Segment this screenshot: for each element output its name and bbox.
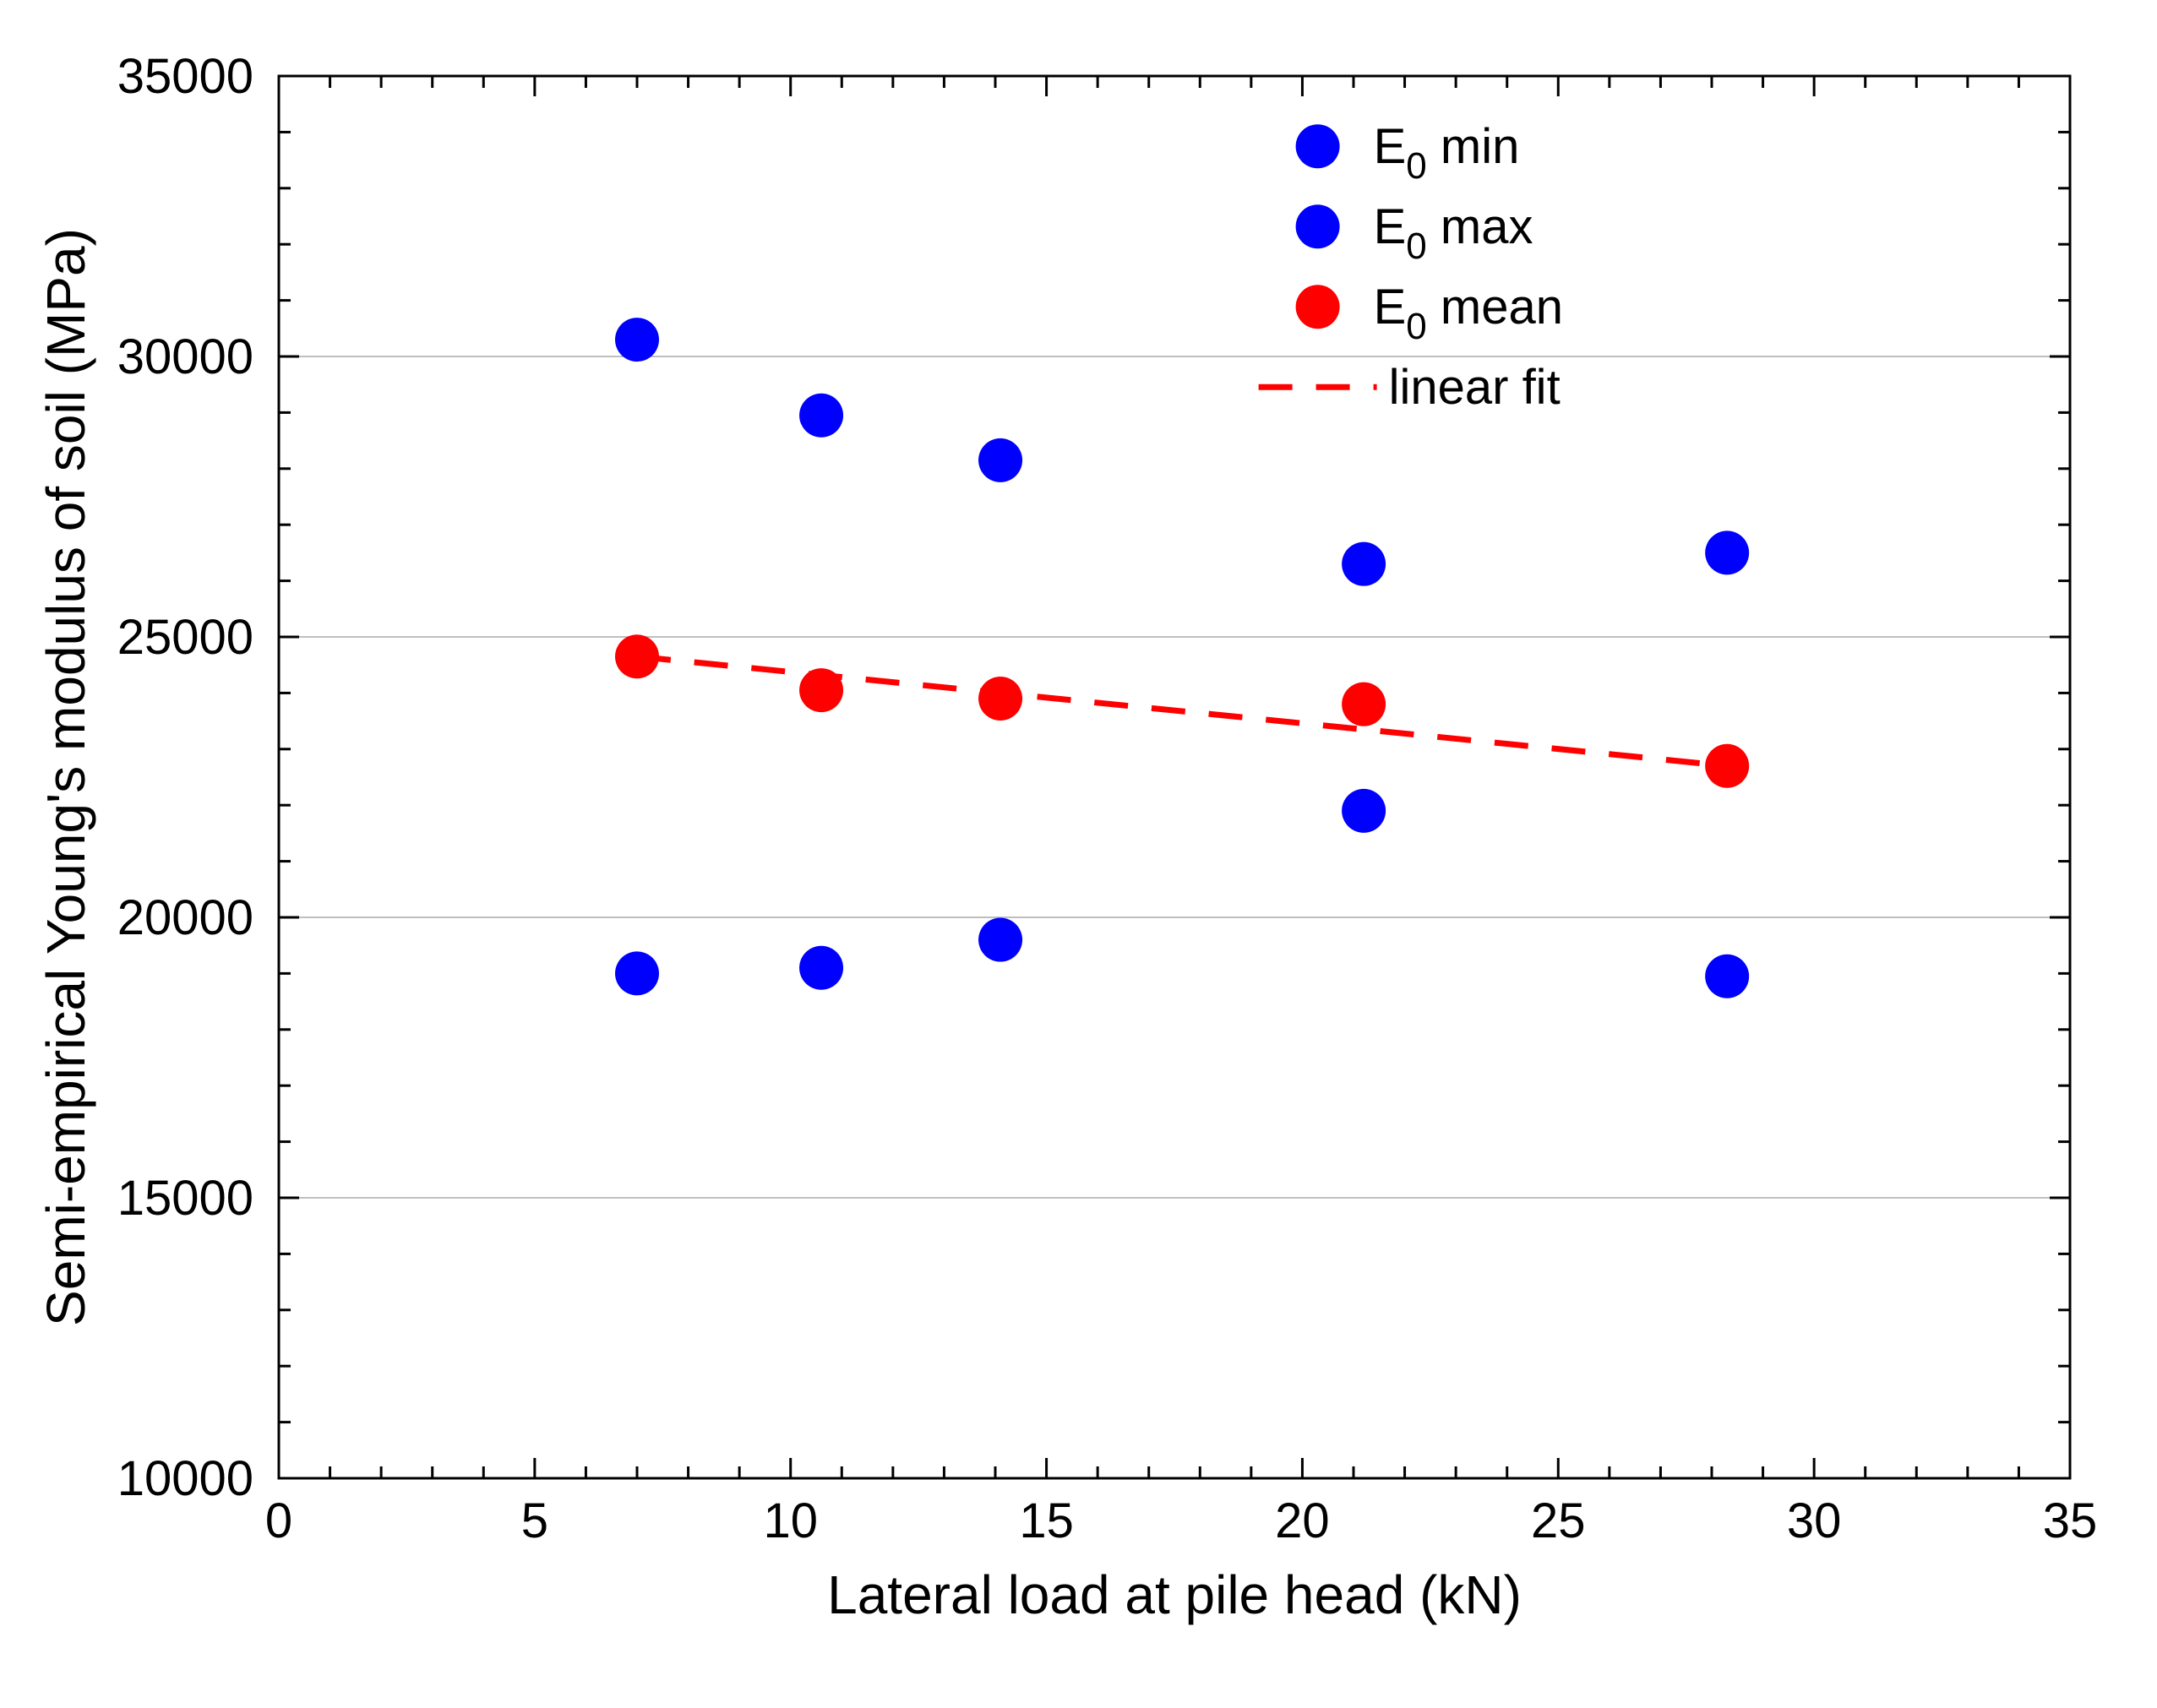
y-tick-label: 30000 — [117, 329, 253, 384]
y-tick-label: 10000 — [117, 1451, 253, 1506]
x-tick-label: 10 — [763, 1493, 818, 1548]
scatter-chart: 0 5 10 15 20 25 30 35 10000 15000 20000 25000 30000 3… — [0, 0, 2157, 1708]
y-tick-label: 15000 — [117, 1171, 253, 1226]
legend-marker — [1296, 204, 1340, 248]
data-point-E0_mean — [615, 634, 659, 678]
data-point-E0_max — [1342, 542, 1386, 586]
y-tick-label: 20000 — [117, 890, 253, 945]
x-tick-label: 5 — [521, 1493, 548, 1548]
data-point-E0_mean — [1342, 683, 1386, 726]
x-tick-label: 15 — [1019, 1493, 1074, 1548]
y-tick-label: 25000 — [117, 610, 253, 665]
data-point-E0_min — [978, 918, 1022, 962]
legend-marker — [1296, 124, 1340, 168]
data-point-E0_max — [978, 438, 1022, 482]
data-point-E0_max — [799, 394, 843, 438]
data-point-E0_mean — [799, 668, 843, 712]
y-tick-label: 35000 — [117, 49, 253, 104]
x-tick-label: 35 — [2043, 1493, 2098, 1548]
x-tick-label: 30 — [1787, 1493, 1842, 1548]
data-point-E0_mean — [978, 677, 1022, 721]
data-point-E0_min — [799, 946, 843, 990]
x-tick-label: 25 — [1531, 1493, 1586, 1548]
data-point-E0_mean — [1705, 744, 1749, 788]
x-axis-label: Lateral load at pile head (kN) — [827, 1564, 1522, 1625]
chart-container: 0 5 10 15 20 25 30 35 10000 15000 20000 25000 30000 3… — [0, 0, 2157, 1708]
data-point-E0_max — [615, 318, 659, 362]
legend-label: linear fit — [1389, 360, 1561, 415]
data-point-E0_max — [1705, 530, 1749, 574]
data-point-E0_min — [615, 951, 659, 995]
data-point-E0_min — [1342, 789, 1386, 833]
x-tick-label: 0 — [265, 1493, 292, 1548]
legend-marker — [1296, 285, 1340, 329]
data-point-E0_min — [1705, 955, 1749, 998]
y-axis-label: Semi-empirical Young's modulus of soil (… — [35, 228, 96, 1326]
x-tick-label: 20 — [1275, 1493, 1330, 1548]
